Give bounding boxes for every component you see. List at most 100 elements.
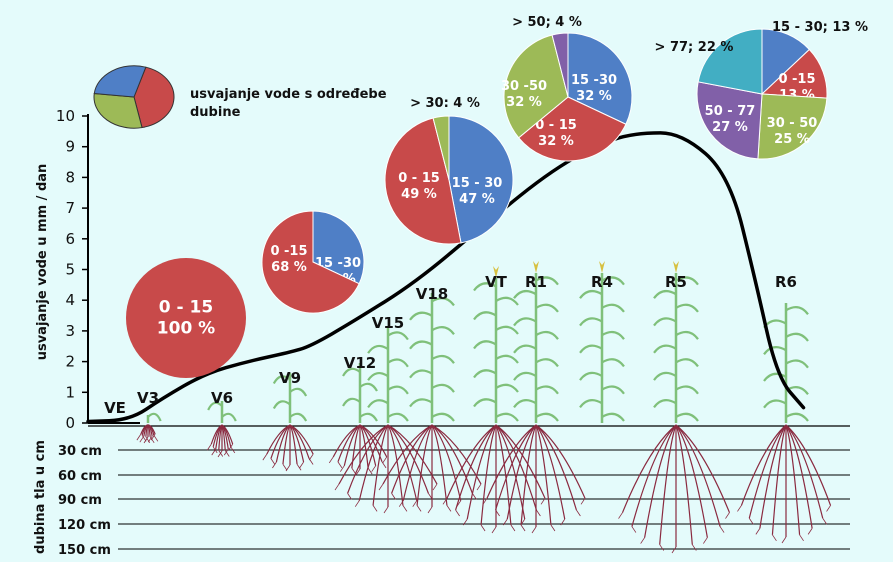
pie-slice-label: 32 % bbox=[576, 89, 612, 104]
stage-label: V6 bbox=[211, 389, 233, 407]
pie-slice-label: 0 - 15 bbox=[159, 298, 213, 318]
pie-slice bbox=[432, 115, 450, 181]
y-tick-label: 8 bbox=[65, 168, 75, 186]
pie-slice-label: 0 - 15 bbox=[398, 171, 440, 186]
corn-plant bbox=[409, 293, 455, 423]
pie-slice-label: 30 -50 bbox=[501, 79, 547, 94]
y-tick-label: 1 bbox=[65, 383, 75, 401]
root-system bbox=[206, 424, 236, 458]
pie-slice bbox=[697, 28, 763, 95]
pie-slice bbox=[567, 32, 633, 125]
stage-label: VE bbox=[104, 399, 126, 417]
legend-pie-slice bbox=[93, 92, 143, 129]
stage-label: V18 bbox=[416, 285, 448, 303]
pie-slice-label: 0 -15 bbox=[778, 72, 815, 87]
legend-text-line1: usvajanje vode s određebe bbox=[190, 87, 387, 102]
pie-slice-label: 32 % bbox=[506, 95, 542, 110]
corn-plant bbox=[342, 363, 378, 423]
pie-slice-label: 68 % bbox=[271, 260, 307, 275]
root-system bbox=[442, 424, 546, 534]
pie-slice-label: 30 - 50 bbox=[767, 116, 818, 131]
y-tick-label: 10 bbox=[56, 107, 75, 125]
pie-slice bbox=[312, 210, 365, 285]
pie-slice-label: 15 -30 bbox=[315, 256, 361, 271]
stage-label: V9 bbox=[279, 369, 301, 387]
corn-plant bbox=[473, 266, 519, 423]
pie-slice-label: 27 % bbox=[712, 120, 748, 135]
stage-label: R4 bbox=[591, 273, 613, 291]
corn-plant bbox=[763, 303, 809, 423]
pie-slice-label: > 50; 4 % bbox=[512, 15, 582, 30]
y-axis: 0 1 2 3 4 5 6 7 8 9 10 bbox=[56, 107, 140, 432]
stage-labels: VE V3 V6 V9 V12 V15 V18 VT R1 R4 R5 R6 bbox=[104, 273, 797, 417]
corn-plant bbox=[146, 412, 162, 423]
pie-slice-label: 15 - 30 bbox=[452, 176, 503, 191]
root-system bbox=[737, 424, 832, 544]
pie-slice-label: 15 -30 bbox=[571, 73, 617, 88]
y-axis-title: usvajanje vode u mm / dan bbox=[35, 164, 50, 361]
stage-label: V15 bbox=[372, 314, 404, 332]
pie-slice-label: 49 % bbox=[401, 187, 437, 202]
pie-slice bbox=[384, 117, 462, 245]
pie-slice-label: 25 % bbox=[774, 132, 810, 147]
root-system bbox=[482, 424, 586, 534]
pie-slice bbox=[517, 96, 627, 162]
soil-depth-label: 90 cm bbox=[58, 493, 102, 508]
plant-stages bbox=[146, 261, 809, 423]
y-tick-label: 7 bbox=[65, 199, 75, 217]
root-system bbox=[328, 424, 388, 476]
soil-depth-label: 120 cm bbox=[58, 518, 111, 533]
pie-slice bbox=[448, 115, 514, 244]
corn-plant bbox=[272, 373, 308, 423]
pie-slice-label: 47 % bbox=[459, 192, 495, 207]
corn-plant bbox=[653, 261, 699, 423]
y-tick-label: 4 bbox=[65, 291, 75, 309]
legend-pie-slice bbox=[133, 66, 175, 129]
corn-plant bbox=[367, 328, 409, 423]
soil-depth-title: dubina tla u cm bbox=[33, 440, 48, 554]
soil-depth-label: 150 cm bbox=[58, 543, 111, 558]
legend-pie-slice bbox=[93, 65, 147, 98]
y-tick-label: 3 bbox=[65, 322, 75, 340]
stage-label: R1 bbox=[525, 273, 547, 291]
root-system bbox=[262, 424, 314, 472]
y-tick-label: 6 bbox=[65, 230, 75, 248]
y-tick-label: 2 bbox=[65, 353, 75, 371]
pie-slice-label: 15 - 30; 13 % bbox=[772, 20, 868, 35]
pie-slice-label: 0 -15 bbox=[270, 244, 307, 259]
pie-slice bbox=[126, 258, 246, 378]
root-system bbox=[618, 424, 731, 554]
pie-slice-label: 32 % bbox=[538, 134, 574, 149]
corn-plant bbox=[513, 261, 559, 423]
pie-slice-label: 100 % bbox=[157, 319, 215, 339]
pie-slice-label: > 30: 4 % bbox=[410, 96, 480, 111]
y-tick-label: 5 bbox=[65, 261, 75, 279]
pie-slice bbox=[551, 32, 569, 98]
stage-label: VT bbox=[485, 273, 508, 291]
legend: usvajanje vode s određebe dubine bbox=[93, 65, 387, 129]
stage-label: V12 bbox=[344, 354, 376, 372]
root-system bbox=[136, 424, 159, 444]
pie-slice-label: > 77; 22 % bbox=[655, 40, 734, 55]
stage-label: R6 bbox=[775, 273, 797, 291]
pie-slice bbox=[757, 93, 828, 160]
root-system bbox=[378, 424, 482, 514]
pie-slice-label: 50 - 77 bbox=[705, 104, 756, 119]
corn-plant bbox=[207, 401, 237, 423]
soil-depth-label: 30 cm bbox=[58, 444, 102, 459]
root-systems bbox=[136, 424, 832, 554]
stage-label: V3 bbox=[137, 389, 159, 407]
soil-depth-label: 60 cm bbox=[58, 469, 102, 484]
pie-slice bbox=[696, 81, 763, 160]
pie-slice bbox=[261, 210, 360, 314]
y-tick-label: 0 bbox=[65, 414, 75, 432]
corn-plant bbox=[579, 261, 625, 423]
